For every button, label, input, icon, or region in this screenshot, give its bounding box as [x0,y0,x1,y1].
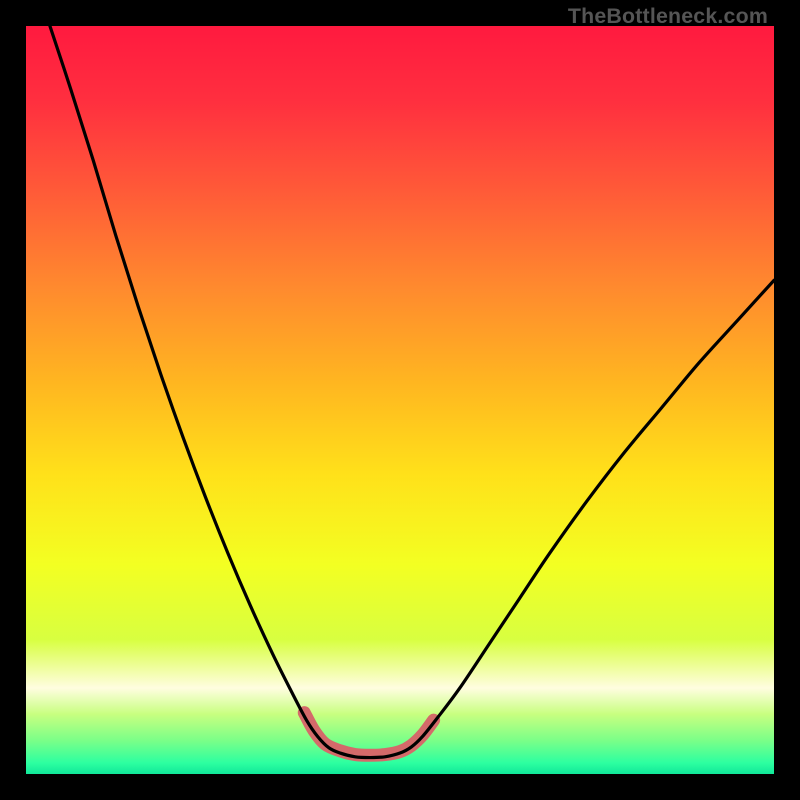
gradient-background [26,26,774,774]
bottleneck-chart [0,0,800,800]
watermark-text: TheBottleneck.com [568,4,768,29]
